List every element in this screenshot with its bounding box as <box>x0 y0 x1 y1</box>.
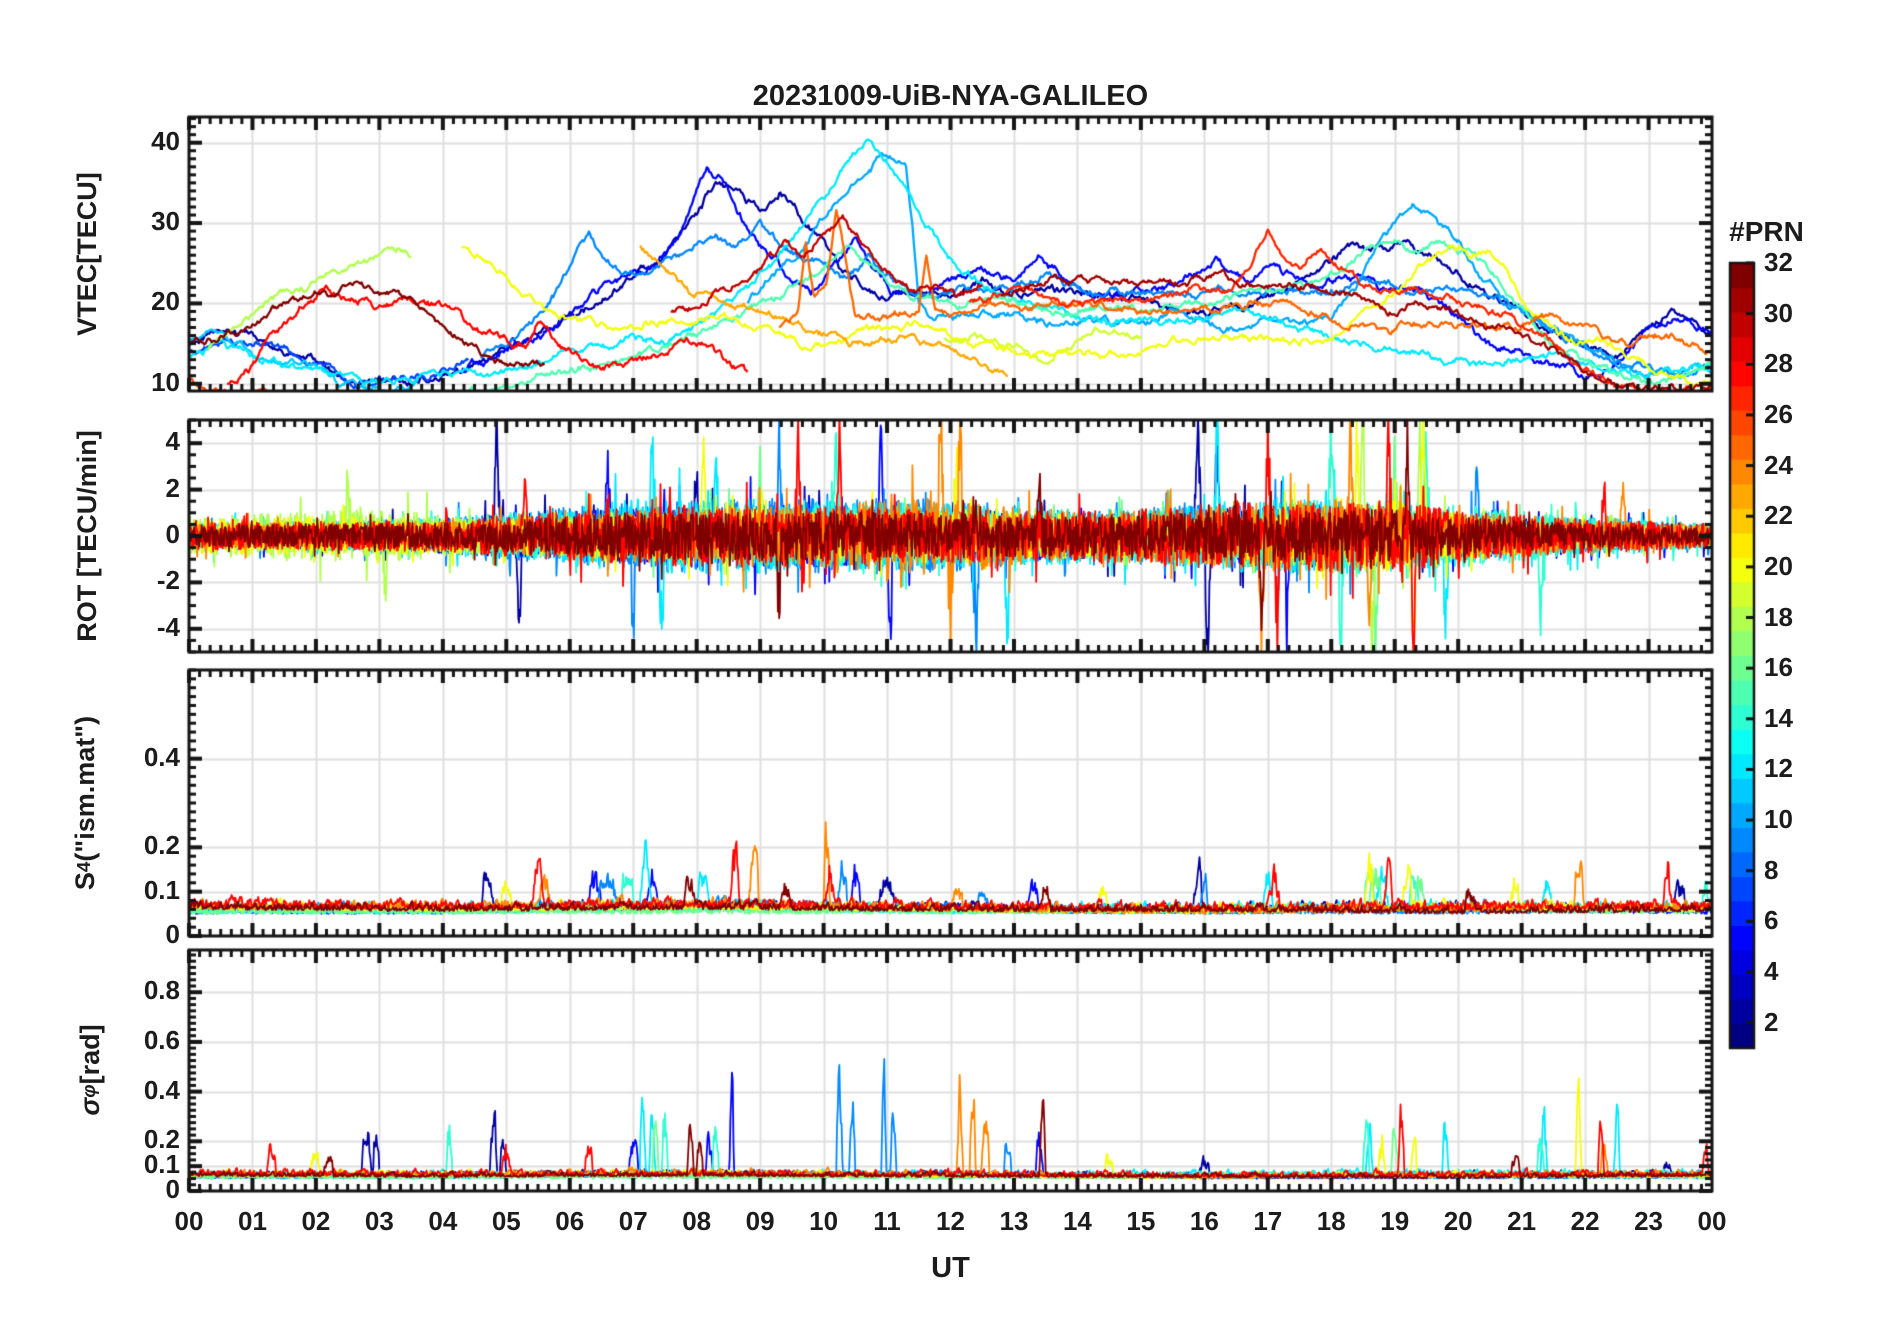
x-tick-label: 00 <box>1697 1206 1727 1236</box>
y-tick-label: -4 <box>156 611 180 642</box>
x-tick-label: 23 <box>1634 1206 1663 1236</box>
x-tick-label: 03 <box>364 1206 394 1236</box>
y-tick-label: 0 <box>165 919 180 949</box>
y-tick-label: 0.2 <box>143 1124 180 1155</box>
x-tick-label: 05 <box>491 1206 521 1236</box>
x-tick-label: 13 <box>999 1206 1029 1236</box>
y-tick-label: 0.1 <box>143 1149 180 1180</box>
x-tick-label: 17 <box>1253 1206 1283 1236</box>
y-tick-label: 20 <box>151 286 180 317</box>
colorbar-tick-label: 22 <box>1764 500 1793 531</box>
x-tick-label: 14 <box>1062 1206 1092 1236</box>
x-tick-label: 22 <box>1570 1206 1600 1236</box>
colorbar-tick-label: 8 <box>1764 854 1779 885</box>
x-tick-label: 11 <box>873 1206 901 1236</box>
y-tick-label: 0.6 <box>143 1024 180 1055</box>
colorbar-tick-label: 4 <box>1764 956 1779 987</box>
y-tick-label: 0 <box>165 1174 180 1204</box>
x-tick-label: 20 <box>1443 1206 1473 1236</box>
y-tick-label: 0.1 <box>143 874 180 905</box>
colorbar-tick-label: 14 <box>1764 702 1793 733</box>
x-tick-label: 02 <box>301 1206 331 1236</box>
x-tick-label: 19 <box>1380 1206 1410 1236</box>
x-tick-label: 04 <box>428 1206 458 1236</box>
y-tick-label: 0.4 <box>143 1074 180 1105</box>
colorbar-tick-label: 10 <box>1764 804 1793 835</box>
ylabel-part: φ <box>79 1084 100 1098</box>
y-tick-label: 2 <box>165 472 180 503</box>
colorbar-tick-label: 28 <box>1764 348 1793 379</box>
colorbar-tick-label: 26 <box>1764 398 1793 429</box>
colorbar-tick-label: 20 <box>1764 550 1793 581</box>
x-tick-label: 09 <box>745 1206 775 1236</box>
colorbar-tick-label: 18 <box>1764 601 1793 632</box>
x-tick-label: 07 <box>618 1206 648 1236</box>
x-tick-label: 18 <box>1316 1206 1346 1236</box>
ylabel-part: VTEC[TECU] <box>71 172 102 336</box>
x-tick-label: 01 <box>237 1206 267 1236</box>
chart-title: 20231009-UiB-NYA-GALILEO <box>752 80 1149 112</box>
y-tick-label: 0.8 <box>143 975 180 1006</box>
y-tick-label: 10 <box>151 366 180 397</box>
ylabel-part: 4 <box>74 861 95 873</box>
y-tick-label: 0 <box>165 519 180 549</box>
ylabel-part: ("ism.mat") <box>69 715 100 862</box>
x-tick-label: 12 <box>936 1206 965 1236</box>
y-tick-label: 30 <box>151 206 180 237</box>
colorbar-tick-label: 32 <box>1764 247 1793 277</box>
ylabel-part: ROT [TECU/min] <box>71 430 102 642</box>
y-tick-label: 0.4 <box>143 741 180 772</box>
colorbar-tick-label: 30 <box>1764 297 1793 328</box>
ylabel-part: S <box>69 872 100 891</box>
xlabel-ut: UT <box>931 1252 970 1284</box>
x-tick-label: 00 <box>174 1206 204 1236</box>
x-tick-label: 06 <box>555 1206 585 1236</box>
colorbar-tick-label: 6 <box>1764 905 1779 936</box>
x-tick-label: 08 <box>682 1206 712 1236</box>
colorbar-title: #PRN <box>1729 216 1804 247</box>
x-tick-label: 10 <box>809 1206 839 1236</box>
colorbar-tick-label: 12 <box>1764 753 1793 784</box>
y-tick-label: 4 <box>165 426 180 457</box>
colorbar-tick-label: 2 <box>1764 1006 1779 1037</box>
y-tick-label: 0.2 <box>143 830 180 861</box>
x-tick-label: 21 <box>1507 1206 1537 1236</box>
x-tick-label: 15 <box>1126 1206 1156 1236</box>
colorbar-tick-label: 16 <box>1764 652 1793 683</box>
y-tick-label: -2 <box>156 565 180 596</box>
colorbar-tick-label: 24 <box>1764 449 1793 480</box>
y-tick-label: 40 <box>151 125 180 156</box>
x-tick-label: 16 <box>1189 1206 1219 1236</box>
